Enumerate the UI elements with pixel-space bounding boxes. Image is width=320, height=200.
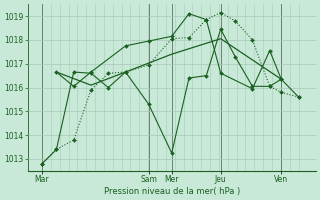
X-axis label: Pression niveau de la mer( hPa ): Pression niveau de la mer( hPa ): [104, 187, 240, 196]
